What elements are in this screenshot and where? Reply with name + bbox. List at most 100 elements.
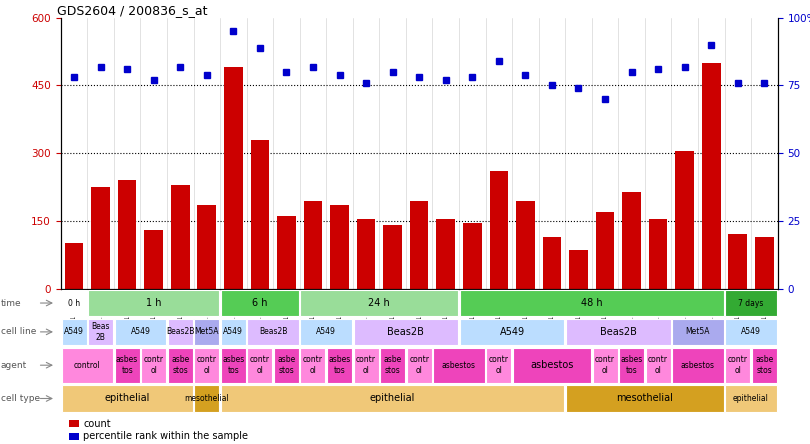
- Bar: [69, 432, 79, 440]
- Bar: [141, 348, 166, 383]
- Text: asbe
stos: asbe stos: [755, 356, 774, 375]
- Text: 24 h: 24 h: [369, 298, 390, 308]
- Bar: [646, 348, 671, 383]
- Bar: [221, 319, 245, 345]
- Text: A549: A549: [224, 327, 243, 337]
- Bar: [69, 420, 79, 427]
- Bar: [221, 290, 299, 316]
- Bar: [198, 205, 216, 289]
- Text: contr
ol: contr ol: [197, 356, 217, 375]
- Bar: [356, 218, 375, 289]
- Bar: [274, 348, 299, 383]
- Text: cell line: cell line: [1, 327, 36, 337]
- Bar: [301, 348, 326, 383]
- Bar: [566, 385, 723, 412]
- Text: asbes
tos: asbes tos: [116, 356, 139, 375]
- Text: control: control: [74, 361, 100, 370]
- Bar: [676, 151, 694, 289]
- Text: 6 h: 6 h: [252, 298, 267, 308]
- Text: percentile rank within the sample: percentile rank within the sample: [83, 431, 249, 441]
- Bar: [433, 348, 484, 383]
- Text: contr
ol: contr ol: [356, 356, 376, 375]
- Text: asbe
stos: asbe stos: [383, 356, 402, 375]
- Bar: [619, 348, 644, 383]
- Text: contr
ol: contr ol: [727, 356, 748, 375]
- Text: Beas2B: Beas2B: [600, 327, 637, 337]
- Text: contr
ol: contr ol: [303, 356, 323, 375]
- Bar: [543, 237, 561, 289]
- Bar: [725, 319, 777, 345]
- Text: Beas2B: Beas2B: [166, 327, 194, 337]
- Bar: [277, 216, 296, 289]
- Bar: [489, 171, 508, 289]
- Text: 1 h: 1 h: [146, 298, 161, 308]
- Bar: [247, 319, 299, 345]
- Bar: [194, 385, 220, 412]
- Text: asbestos: asbestos: [531, 360, 573, 370]
- Text: asbes
tos: asbes tos: [328, 356, 351, 375]
- Bar: [194, 348, 220, 383]
- Bar: [437, 218, 455, 289]
- Bar: [168, 319, 193, 345]
- Text: A549: A549: [500, 327, 525, 337]
- Bar: [728, 234, 747, 289]
- Text: Met5A: Met5A: [194, 327, 219, 337]
- Bar: [115, 348, 139, 383]
- Text: A549: A549: [317, 327, 336, 337]
- Bar: [380, 348, 405, 383]
- Text: mesothelial: mesothelial: [616, 393, 673, 404]
- Text: contr
ol: contr ol: [409, 356, 429, 375]
- Bar: [672, 319, 723, 345]
- Bar: [383, 226, 402, 289]
- Bar: [117, 180, 136, 289]
- Text: contr
ol: contr ol: [595, 356, 615, 375]
- Bar: [62, 290, 87, 316]
- Text: asbes
tos: asbes tos: [222, 356, 245, 375]
- Text: agent: agent: [1, 361, 27, 370]
- Bar: [755, 237, 774, 289]
- Bar: [247, 348, 272, 383]
- Bar: [88, 290, 220, 316]
- Text: cell type: cell type: [1, 394, 40, 403]
- Bar: [672, 348, 723, 383]
- Bar: [513, 348, 591, 383]
- Bar: [301, 319, 352, 345]
- Bar: [569, 250, 588, 289]
- Bar: [304, 201, 322, 289]
- Text: contr
ol: contr ol: [249, 356, 270, 375]
- Bar: [224, 67, 243, 289]
- Bar: [65, 243, 83, 289]
- Bar: [752, 348, 777, 383]
- Text: asbestos: asbestos: [681, 361, 715, 370]
- Bar: [301, 290, 458, 316]
- Text: Met5A: Met5A: [686, 327, 710, 337]
- Text: contr
ol: contr ol: [648, 356, 668, 375]
- Text: 48 h: 48 h: [581, 298, 603, 308]
- Bar: [566, 319, 671, 345]
- Bar: [460, 319, 565, 345]
- Text: asbe
stos: asbe stos: [171, 356, 190, 375]
- Bar: [593, 348, 617, 383]
- Text: asbestos: asbestos: [442, 361, 476, 370]
- Text: Beas2B: Beas2B: [259, 327, 288, 337]
- Bar: [354, 319, 458, 345]
- Text: Beas
2B: Beas 2B: [92, 322, 110, 341]
- Bar: [62, 319, 87, 345]
- Text: time: time: [1, 298, 21, 308]
- Text: epithelial: epithelial: [370, 393, 416, 404]
- Text: A549: A549: [64, 327, 84, 337]
- Text: Beas2B: Beas2B: [387, 327, 424, 337]
- Bar: [168, 348, 193, 383]
- Text: asbes
tos: asbes tos: [620, 356, 642, 375]
- Bar: [194, 319, 220, 345]
- Bar: [171, 185, 190, 289]
- Bar: [486, 348, 511, 383]
- Bar: [88, 319, 113, 345]
- Text: 0 h: 0 h: [68, 298, 80, 308]
- Text: A549: A549: [130, 327, 151, 337]
- Bar: [221, 348, 245, 383]
- Text: A549: A549: [741, 327, 761, 337]
- Text: mesothelial: mesothelial: [185, 394, 229, 403]
- Bar: [516, 201, 535, 289]
- Bar: [92, 187, 110, 289]
